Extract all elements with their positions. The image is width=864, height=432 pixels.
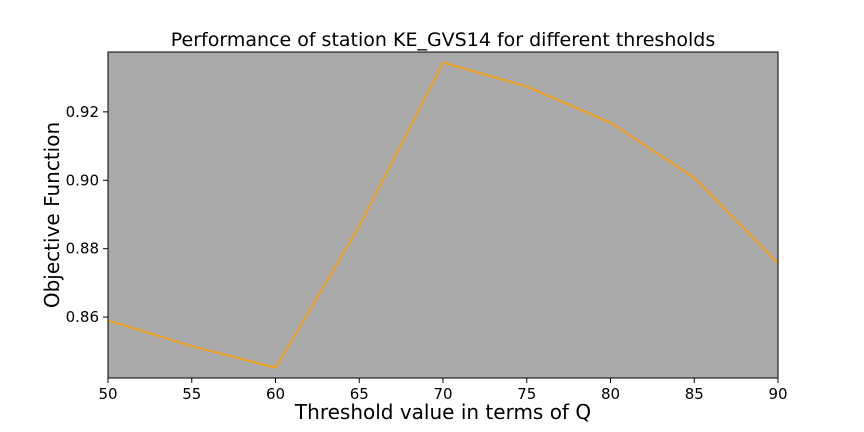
x-tick-label: 65 [350, 385, 369, 403]
y-axis-label: Objective Function [40, 122, 64, 308]
plot-frame [107, 51, 779, 379]
x-tick-label: 85 [685, 385, 704, 403]
chart-title: Performance of station KE_GVS14 for diff… [171, 29, 715, 51]
x-tick-label: 80 [601, 385, 620, 403]
x-tick-label: 55 [182, 385, 201, 403]
x-tick-label: 75 [517, 385, 536, 403]
x-tick-label: 50 [98, 385, 117, 403]
y-tick-label: 0.86 [66, 308, 99, 326]
series-line [107, 61, 779, 369]
y-tick-label: 0.90 [66, 171, 99, 189]
x-tick-label: 70 [433, 385, 452, 403]
x-axis-label: Threshold value in terms of Q [294, 400, 591, 424]
y-tick-label: 0.92 [66, 103, 99, 121]
y-tick-label: 0.88 [66, 240, 99, 258]
x-tick-label: 60 [266, 385, 285, 403]
x-tick-label: 90 [768, 385, 787, 403]
plot-area [108, 52, 778, 378]
